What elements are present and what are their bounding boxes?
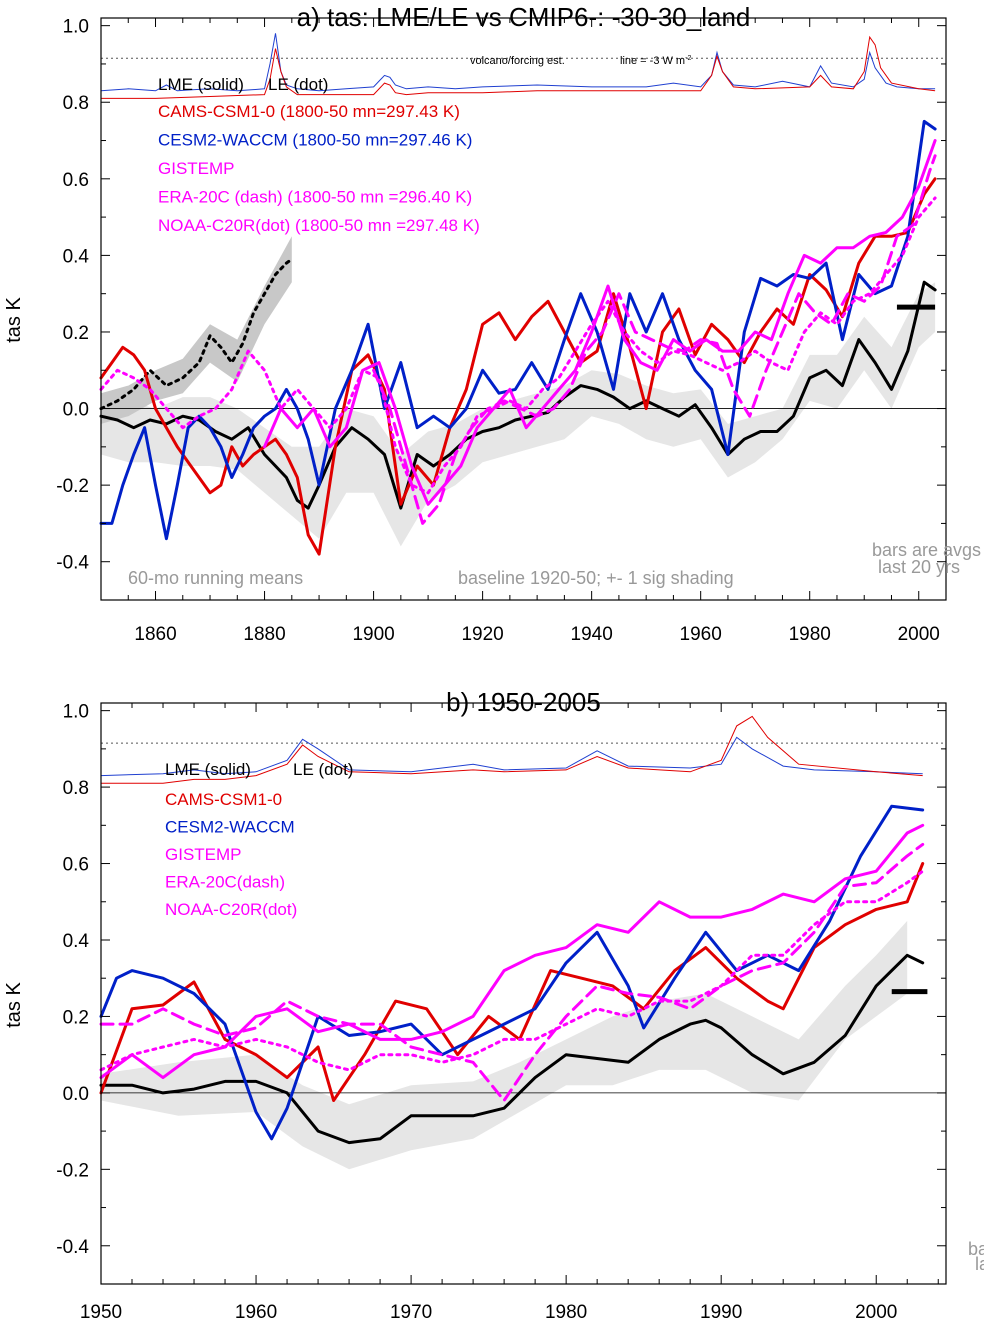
y-tick-label: 0.8 (63, 93, 89, 114)
legend-entry: CAMS-CSM1-0 (165, 790, 282, 809)
y-tick-label: 0.6 (63, 855, 89, 876)
forcing-line-1 (101, 35, 936, 99)
x-tick-label: 1880 (243, 624, 285, 645)
y-tick-label: -0.4 (56, 553, 89, 574)
y-tick-label: 0.0 (63, 400, 89, 421)
forcing-line-note-exponent: -2 (685, 55, 691, 62)
series-line-1 (99, 257, 294, 411)
series-line-4 (99, 842, 925, 1102)
series-line-3 (99, 119, 937, 541)
shading-band-0 (101, 920, 908, 1170)
shading-band-0 (101, 282, 936, 547)
y-tick-label: 0.8 (63, 778, 89, 799)
y-tick-label: 0.6 (63, 170, 89, 191)
x-tick-label: 1960 (235, 1302, 277, 1323)
legend-entry: NOAA-C20R(dot) (165, 900, 297, 919)
chart-title: b) 1950-2005 (446, 687, 601, 717)
x-tick-label: 1950 (80, 1302, 122, 1323)
running-mean-note: 60-mo running means (128, 568, 303, 588)
y-tick-label: 0.2 (63, 323, 89, 344)
legend-entry: CESM2-WACCM (165, 818, 295, 837)
series-line-6 (99, 196, 937, 495)
y-tick-label: 0.0 (63, 1084, 89, 1105)
y-tick-label: 1.0 (63, 702, 89, 723)
baseline-note: baseline 1920-50; +- 1 sig shading (458, 568, 734, 588)
y-tick-label: 0.2 (63, 1007, 89, 1028)
x-tick-label: 1960 (680, 624, 722, 645)
chart-title: a) tas: LME/LE vs CMIP6-: -30-30_land (297, 2, 751, 32)
legend-entry: CESM2-WACCM (1800-50 mn=297.46 K) (158, 131, 472, 150)
x-tick-label: 1980 (789, 624, 831, 645)
plot-frame (100, 702, 947, 1285)
legend-entry: ERA-20C(dash) (165, 873, 285, 892)
series-line-4 (263, 139, 937, 506)
x-tick-label: 1970 (390, 1302, 432, 1323)
y-tick-label: -0.4 (56, 1237, 89, 1258)
panel-a: 1860 1880 1900 1920 1940 1960 1980 2000 -0.4 -0.2… (3, 2, 981, 645)
x-tick-label: 1920 (461, 624, 503, 645)
legend-header-lme: LME (solid) (158, 75, 244, 94)
forcing-line-note: line = -3 W m-2 (620, 55, 691, 67)
x-tick-label: 1990 (700, 1302, 742, 1323)
x-tick-label: 1860 (134, 624, 176, 645)
bars-note-line2: la (975, 1254, 984, 1274)
legend-header-lme: LME (solid) (165, 760, 251, 779)
x-tick-label: 1980 (545, 1302, 587, 1323)
series-line-2 (99, 804, 925, 1141)
panel-b: 1950 1960 1970 1980 1990 2000 -0.4 -0.2 0.0 0.2 0.… (3, 687, 984, 1323)
legend-entry: CAMS-CSM1-0 (1800-50 mn=297.43 K) (158, 102, 460, 121)
y-axis-label: tas K (3, 297, 25, 343)
series-line-5 (99, 869, 925, 1072)
bars-note-line2: last 20 yrs (878, 557, 960, 577)
y-axis-label: tas K (3, 982, 25, 1028)
legend-entry: ERA-20C (dash) (1800-50 mn =296.40 K) (158, 188, 472, 207)
y-tick-label: 0.4 (63, 931, 90, 952)
forcing-line-0 (100, 736, 923, 777)
shading-band-1 (101, 236, 292, 424)
x-tick-label: 2000 (855, 1302, 897, 1323)
x-tick-label: 1940 (571, 624, 613, 645)
forcing-line-1 (101, 715, 923, 784)
x-tick-label: 2000 (898, 624, 940, 645)
legend-header-le: LE (dot) (268, 75, 328, 94)
legend-entry: GISTEMP (158, 159, 235, 178)
y-tick-label: -0.2 (56, 476, 89, 497)
volcano-note: volcano/forcing est. (470, 55, 565, 67)
legend-entry: NOAA-C20R(dot) (1800-50 mn =297.48 K) (158, 216, 480, 235)
series-line-2 (99, 177, 937, 556)
legend-header-le: LE (dot) (293, 760, 353, 779)
y-tick-label: 0.4 (63, 246, 90, 267)
bars-note-line1: ba (968, 1239, 984, 1259)
plot-frame (100, 17, 947, 601)
legend-entry: GISTEMP (165, 845, 242, 864)
bars-note-line1: bars are avgs (872, 540, 981, 560)
x-tick-label: 1900 (352, 624, 394, 645)
y-tick-label: 1.0 (63, 17, 89, 38)
series-line-3 (99, 823, 925, 1080)
y-tick-label: -0.2 (56, 1160, 89, 1181)
forcing-line-0 (100, 33, 936, 92)
series-line-0 (99, 280, 937, 510)
